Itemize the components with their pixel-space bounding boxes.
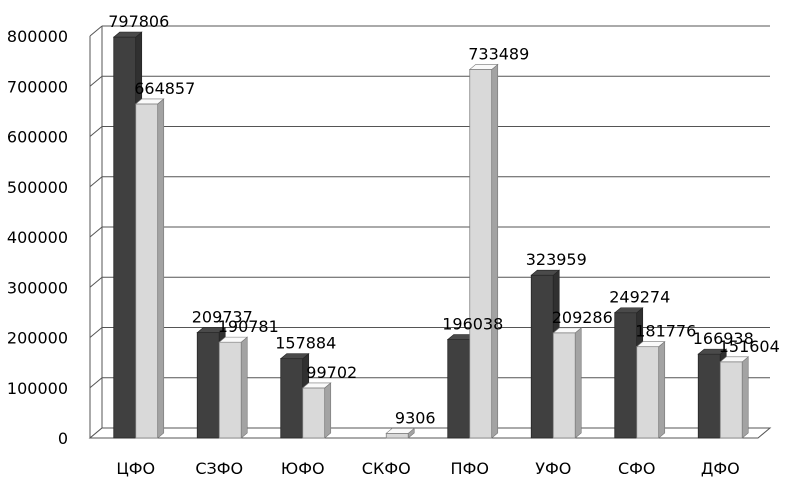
- x-category-label: СЗФО: [195, 459, 243, 478]
- bar-side: [491, 63, 499, 439]
- gridline-side: [89, 276, 103, 288]
- bar-top: [530, 269, 561, 276]
- bar: [113, 36, 137, 439]
- data-label: 209286: [552, 308, 613, 327]
- floor-plane: [88, 427, 772, 439]
- bar-side: [157, 98, 165, 439]
- chart-floor: [88, 427, 772, 439]
- bar-top: [719, 356, 750, 363]
- x-category-label: ЮФО: [281, 459, 325, 478]
- bar: [697, 353, 721, 439]
- bar: [385, 432, 409, 439]
- bar-top: [468, 64, 499, 70]
- x-category-label: СКФО: [362, 459, 411, 478]
- bar-top: [385, 428, 416, 434]
- bar-side: [574, 327, 582, 439]
- bar-top: [613, 307, 644, 314]
- bar-top: [279, 353, 310, 359]
- bar: [196, 332, 220, 439]
- bar: [280, 358, 304, 439]
- data-label: 797806: [108, 12, 169, 31]
- bar: [447, 339, 471, 439]
- data-label: 181776: [635, 322, 696, 341]
- data-label: 99702: [306, 363, 357, 382]
- data-label: 166938: [693, 329, 754, 348]
- y-tick-label: 800000: [7, 27, 68, 46]
- gridline-side: [89, 75, 103, 87]
- gridline-side: [89, 25, 103, 37]
- x-category-label: ЦФО: [116, 459, 155, 478]
- data-label: 190781: [218, 317, 279, 336]
- data-label: 209737: [192, 308, 253, 327]
- gridline-side: [89, 327, 103, 338]
- bar-side: [240, 336, 248, 439]
- bar-side: [741, 356, 749, 439]
- data-label: 157884: [275, 334, 336, 353]
- bar-side: [658, 341, 666, 439]
- bar-top: [552, 327, 583, 334]
- data-label: 196038: [442, 314, 503, 333]
- bar: [530, 274, 554, 439]
- y-tick-label: 700000: [7, 77, 68, 96]
- gridline-side: [89, 377, 103, 389]
- x-category-label: УФО: [535, 459, 571, 478]
- bar-side: [324, 382, 332, 439]
- gridline-side: [89, 226, 103, 238]
- y-tick-label: 600000: [7, 128, 68, 147]
- y-tick-label: 0: [58, 429, 68, 448]
- y-tick-label: 400000: [7, 228, 68, 247]
- bar-top: [301, 382, 332, 389]
- bars: [112, 31, 750, 439]
- bar: [469, 69, 493, 439]
- data-label: 9306: [395, 408, 436, 427]
- bar-top: [112, 31, 143, 38]
- gridline-side: [89, 126, 103, 137]
- bar: [302, 387, 326, 439]
- data-label: 249274: [609, 288, 670, 307]
- bar-top: [196, 327, 227, 333]
- bar-top: [697, 348, 728, 355]
- data-label: 664857: [134, 79, 195, 98]
- bar-top: [218, 336, 249, 343]
- y-tick-label: 300000: [7, 278, 68, 297]
- bar: [218, 341, 242, 439]
- bar: [552, 332, 576, 439]
- y-tick-label: 500000: [7, 178, 68, 197]
- bar-top: [134, 98, 165, 105]
- bar: [719, 361, 743, 439]
- data-label: 733489: [468, 44, 529, 63]
- gridline-side: [89, 176, 103, 188]
- y-tick-label: 200000: [7, 329, 68, 348]
- data-label: 151604: [719, 337, 780, 356]
- x-category-label: СФО: [618, 459, 656, 478]
- y-axis-ticks: 0 100000 200000 300000 400000 500000 600000 700…: [7, 27, 68, 448]
- y-tick-label: 100000: [7, 379, 68, 398]
- x-category-label: ДФО: [701, 459, 740, 478]
- x-category-label: ПФО: [451, 459, 489, 478]
- bar: [636, 346, 660, 439]
- bar-top: [635, 341, 666, 347]
- data-label: 323959: [526, 250, 587, 269]
- x-axis-categories: ЦФО СЗФО ЮФО СКФО ПФО УФО СФО ДФО: [116, 459, 739, 478]
- bar: [614, 312, 638, 439]
- bar: [135, 103, 159, 439]
